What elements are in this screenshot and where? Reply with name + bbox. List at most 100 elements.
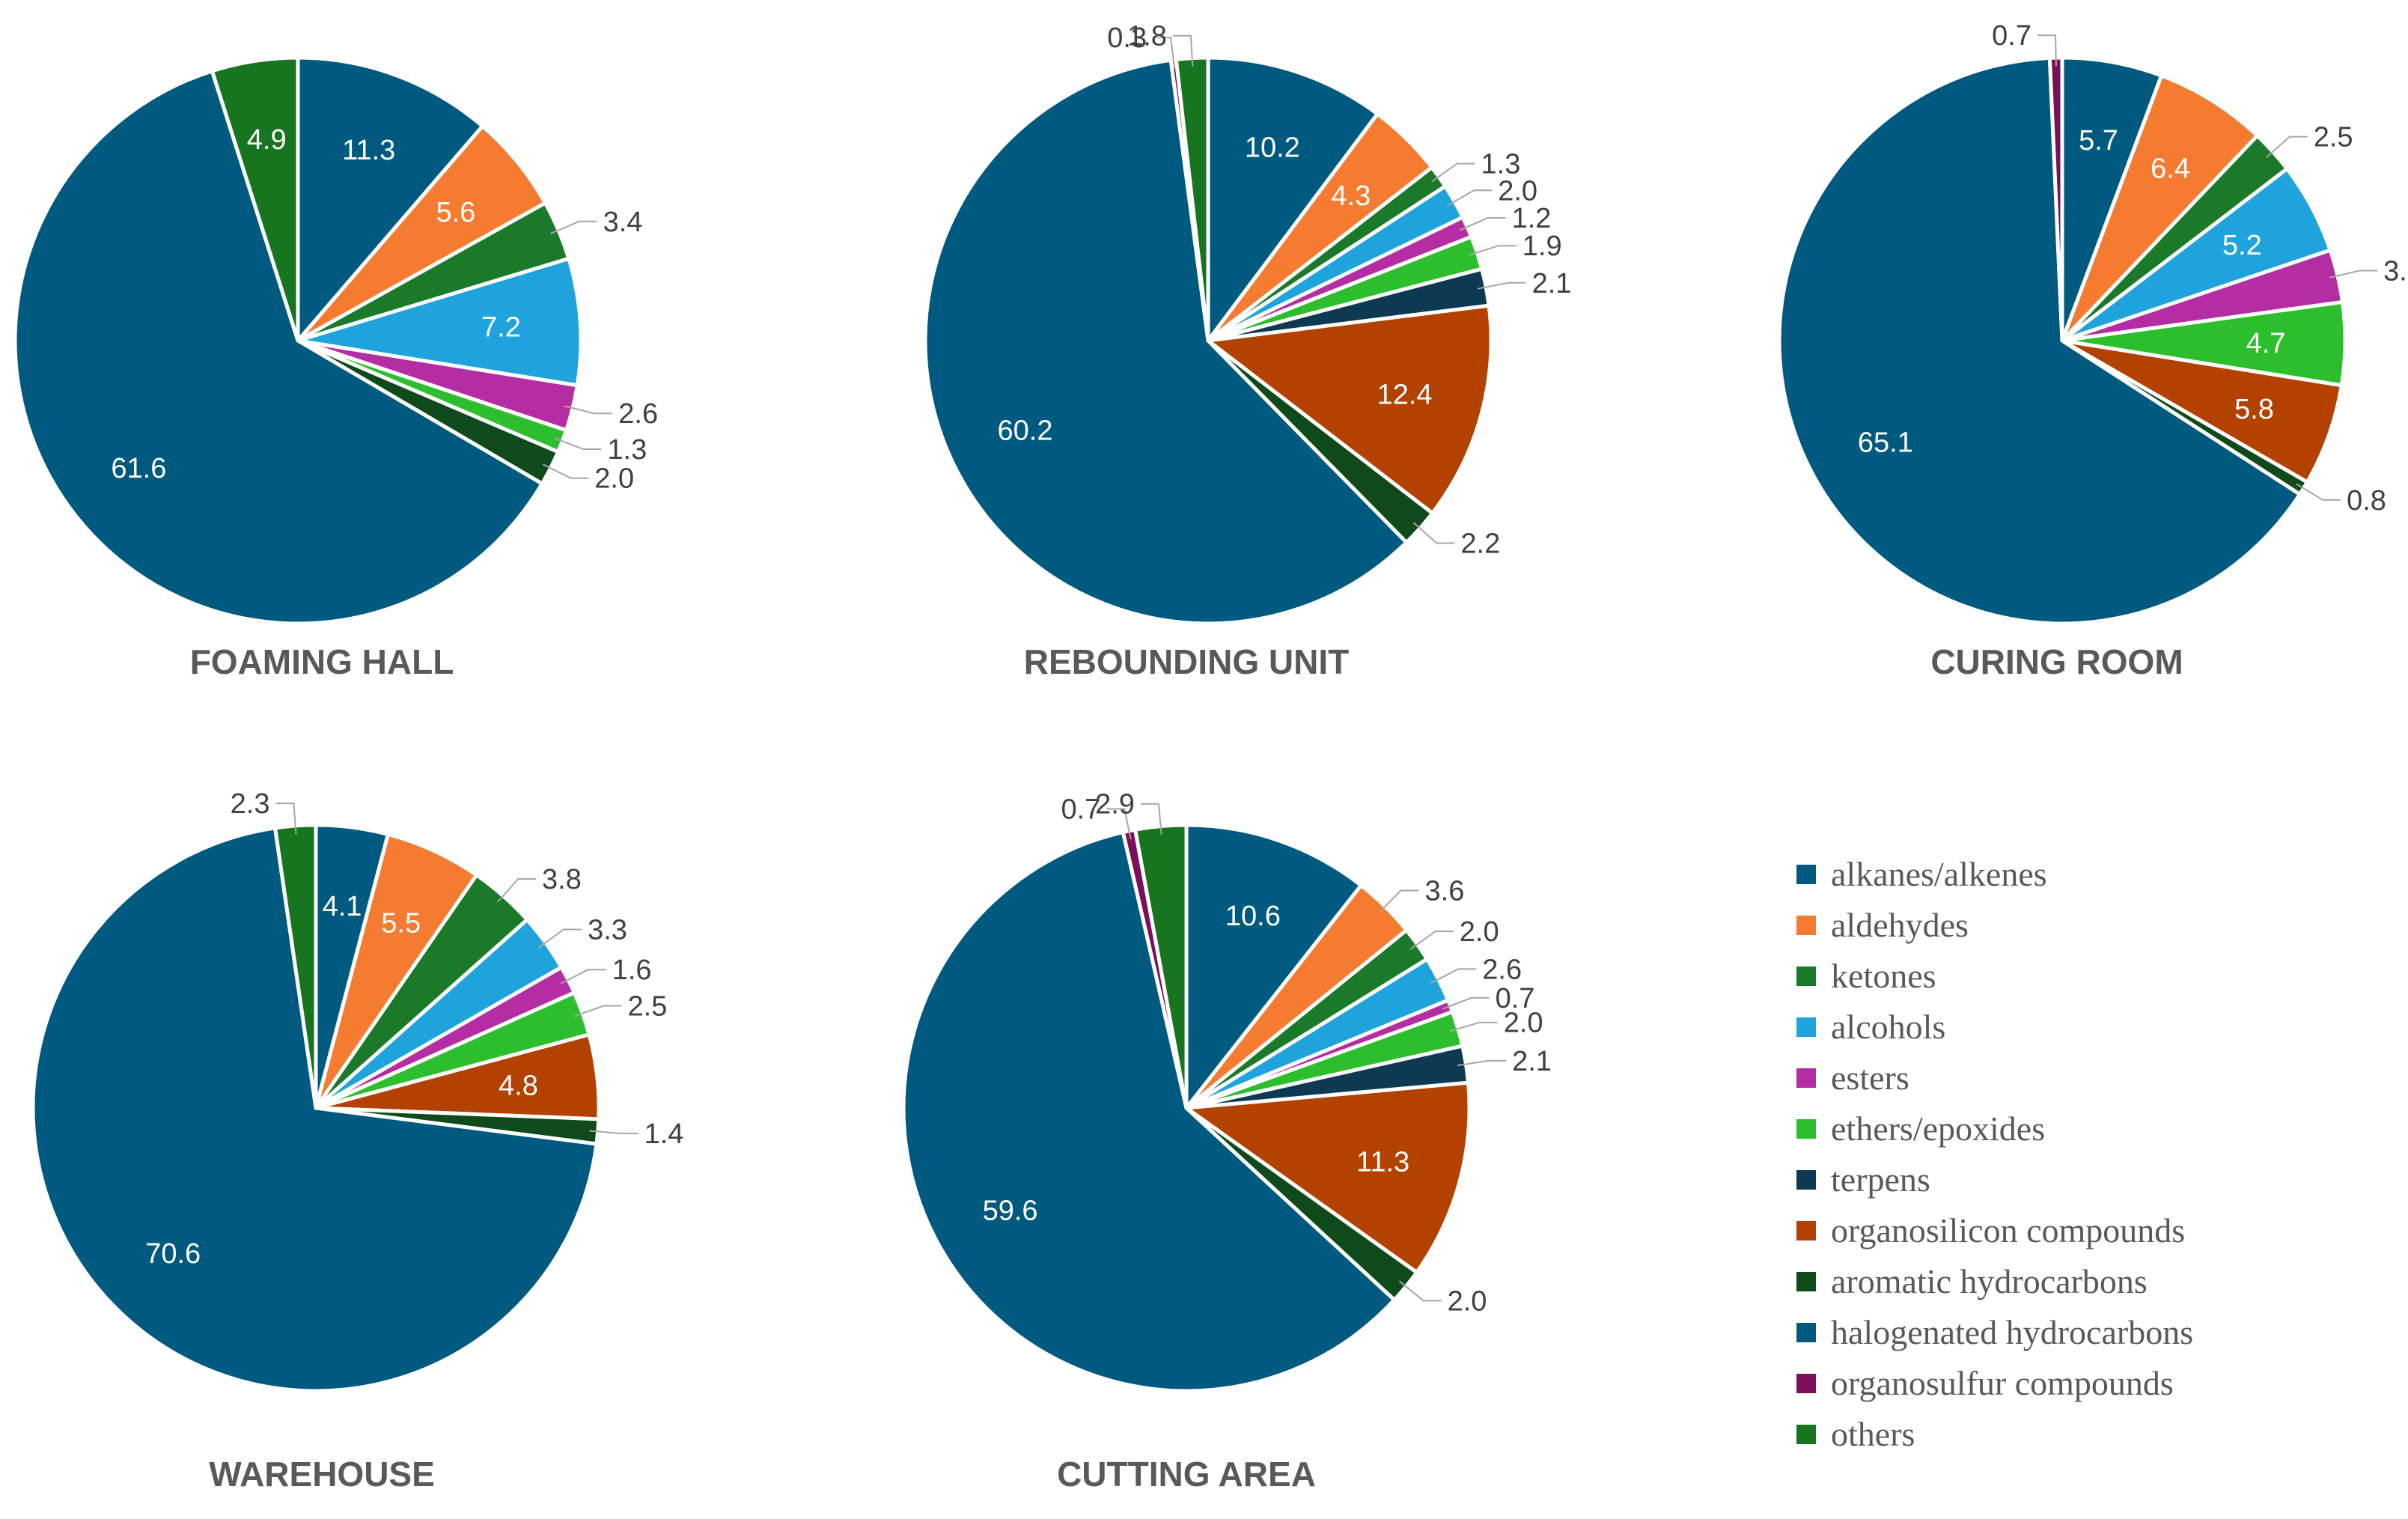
legend-item-halogenated-hydrocarbons: halogenated hydrocarbons [1796, 1313, 2193, 1351]
slice-organosilicon-compounds [1206, 303, 1493, 515]
chart-title: CURING ROOM [1930, 642, 2183, 681]
slice-organosilicon-compounds [1184, 1080, 1472, 1275]
legend-swatch [1796, 1374, 1816, 1393]
slice-organosilicon-compounds [2060, 338, 2344, 484]
legend-label: organosulfur compounds [1831, 1364, 2174, 1402]
leader-line [574, 1005, 622, 1017]
leader-line [1449, 1021, 1498, 1032]
legend-item-alkanes-alkenes: alkanes/alkenes [1796, 855, 2047, 893]
data-label: 11.3 [342, 135, 395, 166]
legend-label: others [1831, 1415, 1915, 1453]
data-label: 1.2 [1512, 203, 1552, 234]
data-label: 4.8 [499, 1071, 538, 1102]
data-label: 1.8 [1127, 21, 1167, 52]
data-label: 4.9 [247, 124, 287, 156]
leader-line [2329, 270, 2378, 278]
leader-line [1477, 281, 1526, 290]
leader-line [589, 1130, 638, 1134]
legend-label: esters [1831, 1059, 1909, 1097]
data-label: 2.1 [1532, 268, 1572, 299]
pie-warehouse: 4.1 5.5 3.83.3 1.6 2.5 4.8 1.4 70.6 2.3 WAREHOUSE [31, 788, 684, 1494]
data-label: 6.4 [2151, 153, 2190, 184]
data-label: 0.7 [1992, 20, 2031, 52]
data-label: 1.4 [644, 1118, 684, 1150]
data-label: 2.6 [618, 398, 658, 430]
legend: alkanes/alkenes aldehydes ketones alcohols e… [1796, 855, 2193, 1453]
leader-line [1457, 1059, 1507, 1067]
chart-title: REBOUNDING UNIT [1024, 642, 1349, 681]
leader-line [2266, 136, 2308, 158]
legend-swatch [1796, 1068, 1816, 1088]
leader-line [1153, 37, 1176, 69]
pie-curing-room: 5.7 6.4 2.5 5.2 3.0 4.7 5.8 0.8 65.1 0.7 CURING RO… [1777, 20, 2408, 681]
legend-label: aromatic hydrocarbons [1831, 1262, 2148, 1300]
data-label: 2.9 [1095, 789, 1135, 821]
leader-line [2037, 34, 2057, 67]
legend-label: alkanes/alkenes [1831, 855, 2047, 893]
data-label: 4.7 [2246, 328, 2286, 359]
legend-swatch [1796, 1119, 1816, 1139]
data-label: 2.0 [1460, 916, 1499, 948]
leader-line [1398, 1280, 1442, 1302]
legend-label: alcohols [1831, 1008, 1945, 1046]
leader-line [560, 969, 606, 984]
pie-foaming-hall: 11.3 5.6 3.4 7.2 2.6 1.32.0 61.6 4.9 FOAMING HAL… [13, 55, 658, 681]
leader-line [1431, 162, 1475, 183]
data-label: 2.1 [1512, 1046, 1552, 1077]
data-label: 2.6 [1482, 954, 1522, 985]
leader-line [1140, 803, 1162, 835]
data-label: 2.3 [231, 788, 270, 820]
data-label: 12.4 [1377, 380, 1433, 411]
leader-line [1469, 245, 1517, 256]
leader-line [564, 405, 613, 415]
data-label: 10.6 [1225, 901, 1281, 932]
legend-label: ethers/epoxides [1831, 1109, 2045, 1148]
leader-line [275, 803, 297, 835]
legend-item-aromatic-hydrocarbons: aromatic hydrocarbons [1796, 1262, 2148, 1300]
pie-cutting-area: 10.63.62.02.60.72.02.111.32.059.60.72.9C… [901, 789, 1552, 1494]
chart-title: CUTTING AREA [1057, 1455, 1316, 1494]
slice-aldehydes [2060, 73, 2260, 343]
leader-line [1412, 522, 1455, 544]
data-label: 1.3 [607, 434, 647, 466]
data-label: 4.1 [323, 891, 362, 922]
legend-swatch [1796, 1425, 1816, 1444]
data-label: 5.8 [2234, 394, 2274, 425]
legend-swatch [1796, 1272, 1816, 1291]
leader-line [537, 928, 582, 949]
slice-alkanes-alkenes [1206, 55, 1380, 343]
legend-item-esters: esters [1796, 1059, 1909, 1097]
leader-line [1378, 889, 1419, 913]
data-label: 2.2 [1460, 529, 1500, 560]
slice-aldehydes [296, 124, 547, 343]
slice-halogenated-hydrocarbons [923, 58, 1409, 626]
data-label: 2.0 [594, 463, 634, 495]
data-label: 2.0 [1448, 1285, 1487, 1317]
legend-label: organosilicon compounds [1831, 1211, 2185, 1249]
data-label: 1.6 [612, 955, 652, 986]
leader-line [1446, 189, 1493, 207]
legend-swatch [1796, 1170, 1816, 1190]
legend-item-organosilicon-compounds: organosilicon compounds [1796, 1211, 2185, 1249]
data-label: 70.6 [145, 1238, 201, 1270]
data-label: 3.3 [588, 915, 627, 946]
chart-title: WAREHOUSE [209, 1455, 435, 1494]
data-label: 1.9 [1522, 231, 1562, 262]
legend-swatch [1796, 1323, 1816, 1342]
data-label: 0.7 [1061, 794, 1100, 826]
slice-others [210, 55, 300, 343]
legend-item-aldehydes: aldehydes [1796, 906, 1969, 944]
data-label: 7.2 [481, 312, 521, 344]
data-label: 3.4 [603, 207, 643, 238]
data-label: 11.3 [1356, 1146, 1409, 1178]
leader-line [1442, 996, 1490, 1010]
slice-alkanes-alkenes [296, 55, 485, 343]
leader-line [554, 437, 602, 450]
slice-halogenated-hydrocarbons [1777, 55, 2302, 626]
leader-line [1106, 808, 1132, 840]
data-label: 4.3 [1331, 180, 1371, 212]
legend-swatch [1796, 1017, 1816, 1037]
legend-swatch [1796, 967, 1816, 986]
data-label: 0.7 [1496, 983, 1535, 1014]
